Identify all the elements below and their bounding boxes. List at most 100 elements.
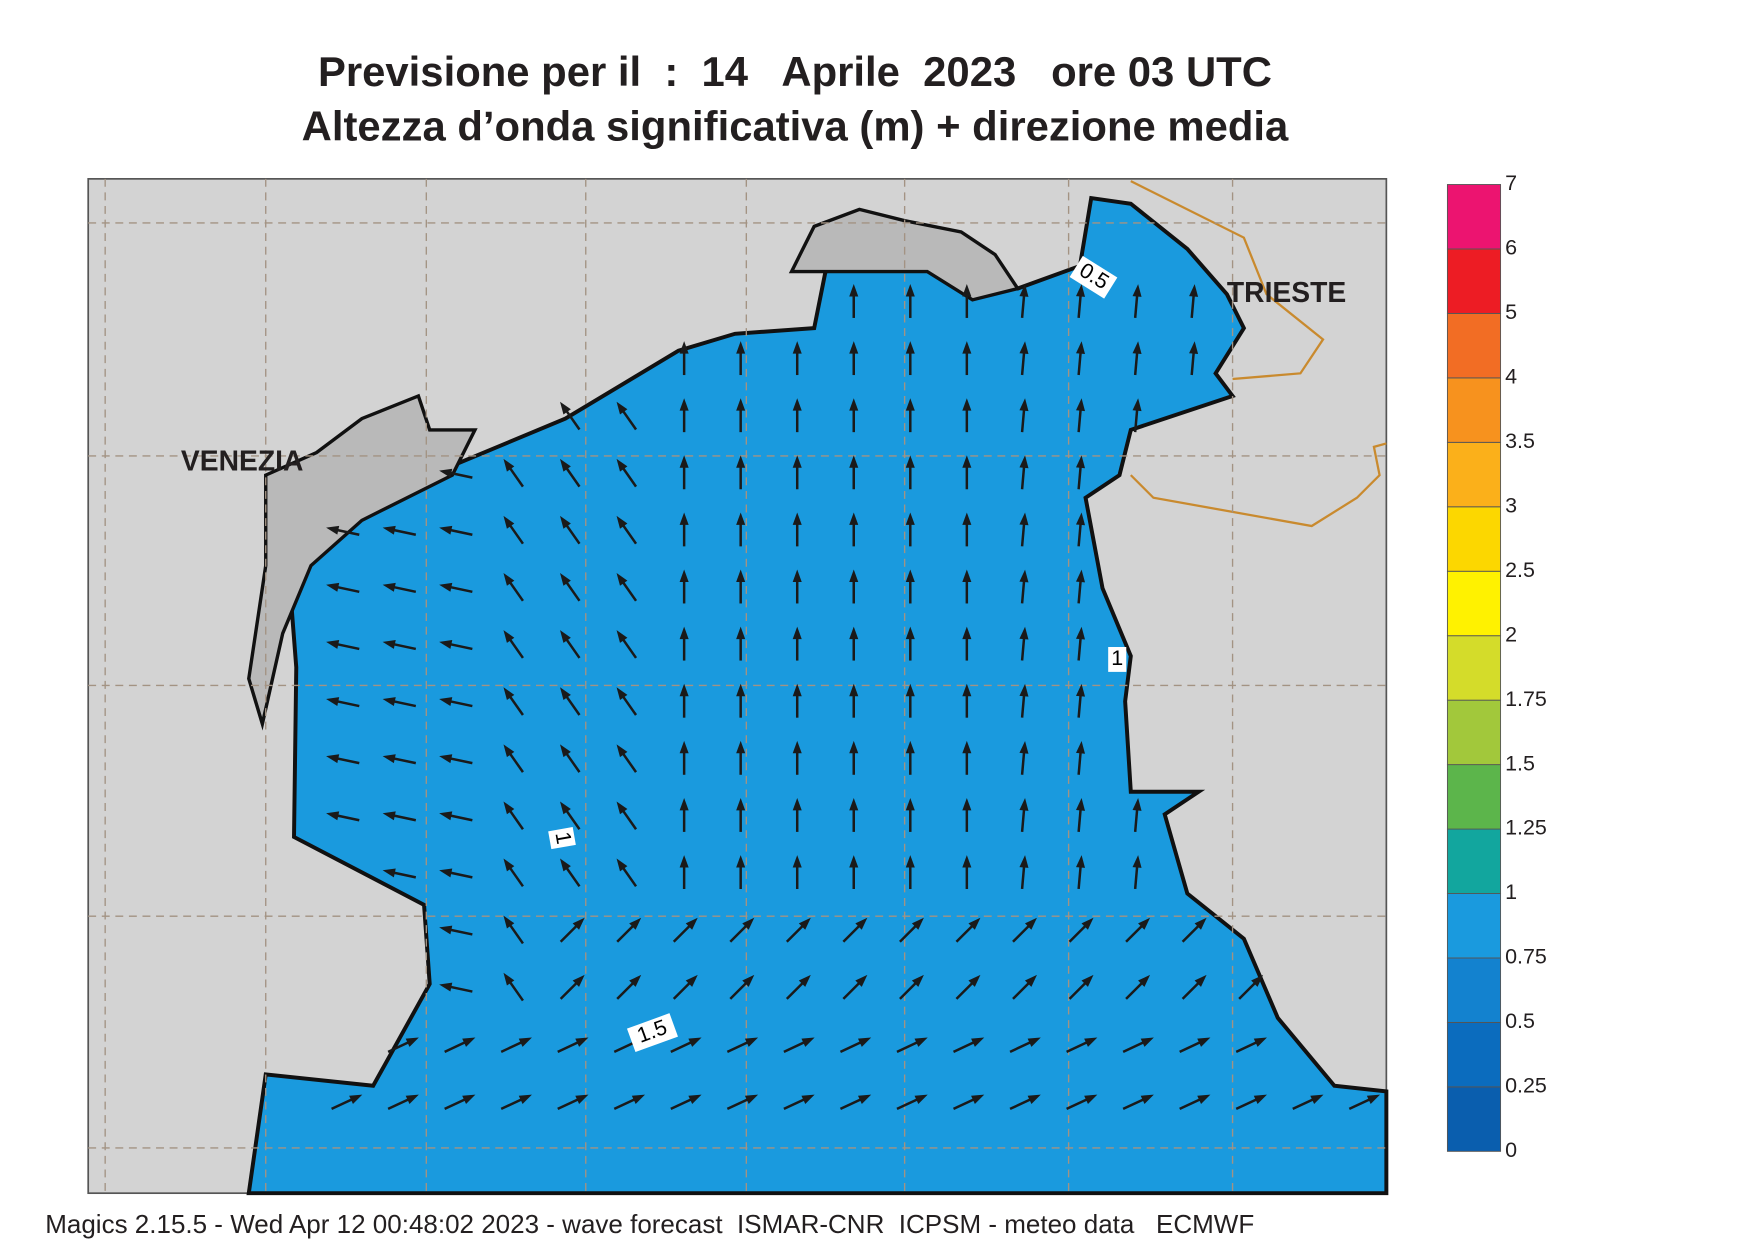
arrow-head bbox=[1132, 398, 1142, 412]
arrow-head bbox=[1075, 512, 1086, 526]
arrow-head bbox=[911, 917, 924, 930]
arrow-head bbox=[439, 582, 453, 592]
arrow-head bbox=[326, 582, 340, 592]
arrow-head bbox=[962, 797, 972, 811]
arrow-head bbox=[1366, 1094, 1381, 1104]
colorbar-band bbox=[1446, 248, 1502, 314]
arrow-head bbox=[439, 754, 453, 764]
colorbar-band bbox=[1446, 312, 1502, 379]
arrow-head bbox=[962, 569, 972, 582]
colorbar-band bbox=[1446, 957, 1502, 1023]
arrow-head bbox=[1140, 1094, 1154, 1104]
arrow-head bbox=[736, 626, 746, 640]
arrow-head bbox=[962, 341, 972, 354]
colorbar-label: 3.5 bbox=[1505, 429, 1535, 453]
arrow-head bbox=[849, 398, 859, 411]
colorbar-label: 1.5 bbox=[1505, 751, 1535, 775]
arrow-head bbox=[849, 797, 859, 811]
arrow-head bbox=[962, 512, 972, 525]
arrow-head bbox=[857, 1094, 872, 1104]
arrow-head bbox=[679, 797, 689, 811]
arrow-head bbox=[798, 974, 811, 987]
arrow-head bbox=[792, 855, 802, 868]
arrow-head bbox=[616, 515, 628, 529]
arrow-head bbox=[518, 1094, 532, 1104]
arrow-head bbox=[560, 515, 571, 529]
arrow-head bbox=[792, 626, 802, 640]
arrow-head bbox=[905, 398, 915, 411]
arrow-head bbox=[629, 974, 642, 987]
contour-label: 1 bbox=[1108, 646, 1127, 672]
arrow-head bbox=[382, 754, 396, 764]
arrow-head bbox=[503, 515, 515, 529]
arrow-head bbox=[616, 744, 628, 758]
contour-label: 1 bbox=[548, 827, 576, 850]
arrow-head bbox=[616, 630, 628, 643]
arrow-head bbox=[792, 740, 802, 754]
arrow-head bbox=[744, 1094, 759, 1104]
colorbar-label: 0.75 bbox=[1505, 945, 1547, 969]
colorbar-band bbox=[1446, 441, 1502, 508]
arrow-head bbox=[439, 697, 453, 706]
arrow-head bbox=[685, 974, 698, 987]
arrow-head bbox=[855, 917, 868, 930]
arrow-head bbox=[1189, 341, 1199, 354]
arrow-head bbox=[439, 640, 453, 649]
colorbar-band bbox=[1446, 184, 1502, 250]
city-label: VENEZIA bbox=[181, 445, 303, 477]
arrow-head bbox=[905, 626, 915, 640]
arrow-head bbox=[572, 917, 585, 930]
colorbar-band bbox=[1446, 570, 1502, 637]
arrow-head bbox=[1075, 626, 1086, 640]
arrow-head bbox=[849, 284, 859, 297]
arrow-head bbox=[439, 925, 453, 935]
arrow-head bbox=[572, 974, 585, 987]
arrow-head bbox=[962, 398, 972, 411]
arrow-head bbox=[849, 512, 859, 525]
map: VENEZIA TRIESTE 0.5 1 1 1.5 bbox=[87, 178, 1389, 1196]
arrow-head bbox=[616, 573, 628, 586]
arrow-head bbox=[560, 858, 571, 872]
arrow-head bbox=[905, 512, 915, 525]
arrow-head bbox=[679, 569, 689, 582]
colorbar-label: 0.5 bbox=[1505, 1009, 1535, 1033]
title: Previsione per il : 14 Aprile 2023 ore 0… bbox=[318, 48, 1272, 95]
arrow-head bbox=[503, 744, 515, 758]
arrow-head bbox=[326, 525, 340, 535]
arrow-head bbox=[405, 1094, 419, 1104]
arrow-head bbox=[503, 915, 515, 929]
arrow-head bbox=[1253, 1037, 1267, 1047]
arrow-head bbox=[382, 697, 396, 706]
arrow-head bbox=[905, 797, 915, 811]
arrow-head bbox=[349, 1094, 363, 1104]
arrow-head bbox=[616, 458, 628, 472]
arrow-head bbox=[968, 974, 981, 987]
arrow-head bbox=[439, 468, 453, 478]
arrow-head bbox=[744, 1037, 759, 1047]
arrow-head bbox=[792, 341, 802, 354]
arrow-head bbox=[439, 982, 453, 992]
arrow-head bbox=[1194, 917, 1207, 930]
arrow-head bbox=[905, 740, 915, 754]
arrow-head bbox=[382, 811, 396, 821]
arrow-head bbox=[736, 398, 746, 411]
arrow-head bbox=[801, 1037, 815, 1047]
arrow-head bbox=[439, 811, 453, 821]
arrow-head bbox=[382, 640, 396, 649]
arrow-head bbox=[1084, 1094, 1098, 1104]
arrow-head bbox=[905, 455, 915, 468]
arrow-head bbox=[742, 917, 755, 930]
arrow-head bbox=[1081, 974, 1094, 987]
arrow-head bbox=[326, 754, 340, 764]
arrow-head bbox=[1189, 284, 1199, 297]
arrow-head bbox=[560, 744, 571, 758]
arrow-head bbox=[679, 740, 689, 754]
arrow-head bbox=[1075, 284, 1086, 297]
arrow-head bbox=[905, 569, 915, 582]
colorbar-band bbox=[1446, 764, 1502, 830]
arrow-head bbox=[503, 858, 515, 872]
arrow-head bbox=[855, 974, 868, 987]
arrow-head bbox=[1138, 974, 1151, 987]
colorbar-label: 1 bbox=[1505, 880, 1517, 904]
arrow-head bbox=[1019, 569, 1029, 583]
